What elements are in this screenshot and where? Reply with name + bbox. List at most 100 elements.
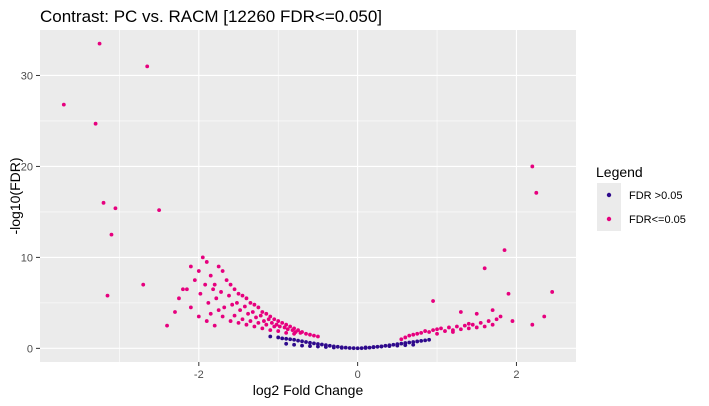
x-axis-label: log2 Fold Change xyxy=(253,382,364,398)
point-fdr-gt xyxy=(407,340,412,345)
point-fdr-le xyxy=(244,296,249,301)
point-fdr-le xyxy=(282,325,287,330)
point-fdr-le xyxy=(435,331,439,336)
point-fdr-le xyxy=(510,319,515,323)
point-fdr-le xyxy=(235,300,239,305)
point-fdr-le xyxy=(252,302,257,307)
point-fdr-gt xyxy=(419,339,424,343)
point-fdr-gt xyxy=(403,343,408,348)
point-fdr-gt xyxy=(415,339,420,344)
point-fdr-gt xyxy=(427,337,431,342)
point-fdr-gt xyxy=(359,346,364,351)
legend-title: Legend xyxy=(596,164,643,180)
point-fdr-gt xyxy=(308,344,312,348)
point-fdr-gt xyxy=(323,345,328,349)
point-fdr-le xyxy=(443,329,447,333)
point-fdr-le xyxy=(212,282,217,287)
point-fdr-gt xyxy=(280,336,285,341)
point-fdr-le xyxy=(285,327,290,332)
point-fdr-le xyxy=(276,319,281,323)
point-fdr-le xyxy=(264,322,269,327)
point-fdr-le xyxy=(407,333,412,338)
x-axis-ticks: -2 0 2 xyxy=(194,362,520,381)
point-fdr-gt xyxy=(399,341,404,346)
point-fdr-le xyxy=(312,333,316,338)
point-fdr-gt xyxy=(391,342,396,347)
point-fdr-gt xyxy=(347,346,352,350)
point-fdr-le xyxy=(454,324,459,329)
point-fdr-le xyxy=(264,311,269,316)
point-fdr-le xyxy=(462,323,467,328)
point-fdr-le xyxy=(238,308,243,313)
point-fdr-le xyxy=(494,317,499,322)
point-fdr-le xyxy=(458,310,463,314)
point-fdr-le xyxy=(220,269,225,273)
point-fdr-le xyxy=(208,273,213,278)
point-fdr-gt xyxy=(411,342,416,347)
point-fdr-gt xyxy=(288,337,293,342)
point-fdr-le xyxy=(490,322,495,327)
point-fdr-le xyxy=(216,308,221,313)
point-fdr-le xyxy=(256,320,261,325)
point-fdr-gt xyxy=(268,334,273,339)
legend-key-fdr-gt xyxy=(606,192,612,198)
point-fdr-le xyxy=(272,324,277,329)
point-fdr-gt xyxy=(300,343,304,348)
point-fdr-le xyxy=(200,255,205,260)
point-fdr-le xyxy=(204,260,209,264)
legend-key-fdr-le xyxy=(606,216,612,222)
point-fdr-le xyxy=(439,326,443,331)
chart-title: Contrast: PC vs. RACM [12260 FDR<=0.050] xyxy=(40,7,382,26)
point-fdr-gt xyxy=(308,340,312,345)
point-fdr-le xyxy=(530,164,535,169)
point-fdr-le xyxy=(447,325,451,330)
point-fdr-gt xyxy=(363,345,368,350)
point-fdr-le xyxy=(141,282,146,287)
point-fdr-gt xyxy=(312,341,316,346)
point-fdr-le xyxy=(220,314,225,319)
point-fdr-le xyxy=(419,330,424,335)
point-fdr-le xyxy=(269,320,274,325)
point-fdr-le xyxy=(268,328,273,333)
point-fdr-le xyxy=(196,314,201,319)
point-fdr-le xyxy=(230,302,235,307)
point-fdr-le xyxy=(222,305,227,310)
data-points xyxy=(61,41,555,351)
point-fdr-le xyxy=(470,322,475,327)
point-fdr-le xyxy=(498,314,503,319)
point-fdr-le xyxy=(284,330,289,335)
point-fdr-le xyxy=(246,311,250,316)
point-fdr-le xyxy=(212,323,217,328)
point-fdr-le xyxy=(256,305,261,310)
point-fdr-gt xyxy=(300,339,304,344)
legend-label-fdr-gt: FDR >0.05 xyxy=(629,190,683,202)
point-fdr-le xyxy=(542,314,547,319)
x-tick-label: 0 xyxy=(355,369,361,381)
point-fdr-le xyxy=(304,331,308,336)
point-fdr-gt xyxy=(355,346,360,351)
point-fdr-le xyxy=(228,282,233,287)
point-fdr-le xyxy=(272,317,277,322)
point-fdr-gt xyxy=(387,344,392,348)
point-fdr-gt xyxy=(383,343,388,348)
y-axis-ticks: 0 10 20 30 xyxy=(21,70,40,355)
point-fdr-le xyxy=(458,327,463,332)
legend-label-fdr-le: FDR<=0.05 xyxy=(629,214,686,226)
point-fdr-gt xyxy=(284,341,289,346)
point-fdr-le xyxy=(427,330,431,334)
point-fdr-le xyxy=(204,319,209,323)
point-fdr-gt xyxy=(375,344,380,349)
point-fdr-le xyxy=(277,324,282,329)
point-fdr-le xyxy=(262,319,266,323)
point-fdr-le xyxy=(145,64,150,69)
point-fdr-le xyxy=(157,208,162,213)
point-fdr-le xyxy=(224,278,229,283)
point-fdr-gt xyxy=(411,340,416,344)
point-fdr-le xyxy=(196,269,201,273)
point-fdr-le xyxy=(292,331,296,336)
point-fdr-le xyxy=(203,282,208,287)
point-fdr-gt xyxy=(327,343,332,348)
point-fdr-le xyxy=(474,325,479,330)
point-fdr-le xyxy=(276,329,281,333)
